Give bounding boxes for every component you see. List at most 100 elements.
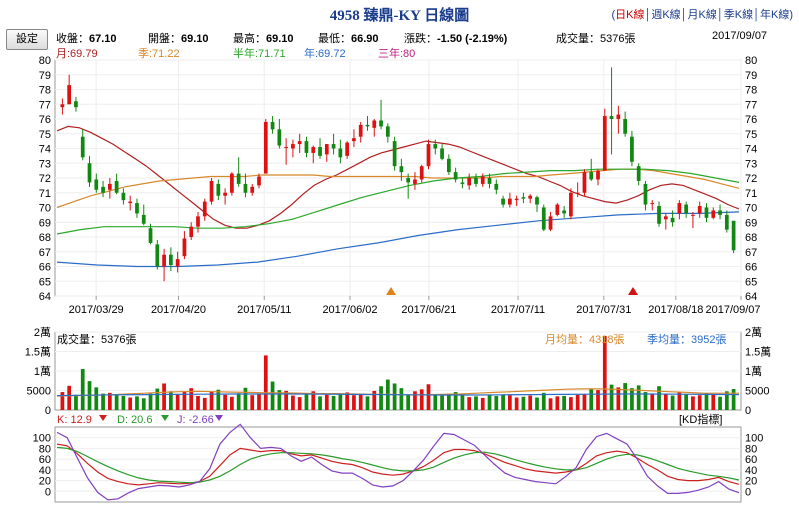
volume-bar (291, 395, 295, 410)
candle-body (345, 142, 350, 156)
volume-bar (535, 397, 539, 410)
candle-body (596, 170, 600, 180)
ma-month-line (56, 125, 740, 229)
candle-body (636, 166, 641, 181)
volume-bar (474, 396, 478, 410)
candle-body (141, 214, 146, 224)
price-tick-left: 79 (39, 70, 51, 82)
kd-tick-right: 40 (745, 465, 757, 477)
settings-button[interactable]: 設定 (6, 29, 48, 50)
candle-body (521, 197, 526, 199)
volume-bar (223, 394, 227, 410)
volume-bar (358, 394, 363, 410)
volume-bar (263, 355, 268, 410)
volume-bar (602, 335, 607, 410)
candle-body (630, 136, 634, 162)
period-year[interactable]: 年K線 (759, 9, 790, 21)
price-tick-right: 68 (745, 232, 757, 244)
candle-body (128, 201, 133, 204)
volume-bar (169, 391, 173, 410)
volume-bar (562, 395, 566, 410)
volume-bar (162, 383, 166, 410)
kd-tick-left: 100 (33, 433, 51, 445)
volume-bar (284, 390, 288, 410)
kd-tick-right: 100 (745, 433, 763, 445)
price-tick-left: 70 (39, 203, 51, 215)
candle-body (575, 192, 580, 194)
price-tick-left: 65 (39, 276, 51, 288)
price-tick-right: 69 (745, 217, 757, 229)
volume-bar (704, 393, 709, 410)
price-tick-left: 78 (39, 85, 51, 97)
candle-body (704, 207, 709, 218)
candle-body (406, 178, 411, 183)
candle-body (148, 228, 153, 243)
candle-body (107, 183, 112, 190)
volume-bar (202, 397, 207, 410)
candle-body (80, 136, 85, 158)
candle-body (297, 141, 302, 145)
candle-body (446, 158, 451, 173)
candle-body (338, 148, 343, 158)
kd-d-legend: D: 20.6 (117, 414, 152, 426)
x-tick-label: 2017/08/18 (648, 304, 703, 316)
volume-bar (80, 369, 85, 410)
volume-bar (555, 396, 560, 410)
candle-body (243, 183, 248, 193)
volume-bar (406, 394, 411, 410)
period-quarter[interactable]: 季K線 (723, 9, 754, 21)
period-week[interactable]: 週K線 (651, 9, 681, 21)
marker-orange-triangle (386, 287, 396, 295)
volume-bar (494, 395, 499, 410)
volume-bar (230, 396, 234, 410)
volume-bar (399, 388, 404, 410)
ma-3year-label: 三年:80 (378, 48, 416, 60)
volume-bar (433, 394, 438, 410)
candle-body (182, 238, 187, 257)
volume-bar (345, 392, 350, 410)
candle-body (657, 206, 661, 224)
quote-close: 收盤：67.10 (56, 33, 117, 45)
price-tick-right: 70 (745, 203, 757, 215)
period-month[interactable]: 月K線 (687, 9, 717, 21)
price-tick-left: 77 (39, 99, 51, 111)
period-day[interactable]: 日K線 (615, 9, 645, 21)
ma-month-label: 月:69.79 (56, 48, 98, 60)
candle-body (413, 179, 417, 184)
ma-year-label: 年:69.72 (304, 48, 346, 60)
volume-bar (148, 393, 153, 410)
candle-body (101, 186, 105, 193)
candle-body (602, 116, 607, 171)
volume-bar (501, 394, 505, 410)
candle-body (419, 166, 424, 180)
candle-body (480, 176, 485, 184)
price-tick-right: 71 (745, 188, 757, 200)
candle-body (365, 124, 370, 127)
volume-bar (74, 394, 78, 410)
candle-body (609, 116, 614, 119)
candle-body (453, 172, 458, 180)
candle-body (569, 192, 573, 217)
volume-bar (413, 391, 417, 410)
price-tick-left: 68 (39, 232, 51, 244)
candle-body (582, 172, 587, 193)
x-tick-label: 2017/03/29 (69, 304, 124, 316)
volume-bar (392, 383, 397, 410)
volume-bar (623, 383, 627, 410)
price-tick-right: 80 (745, 55, 757, 67)
volume-bar (446, 393, 451, 410)
volume-bar (304, 394, 309, 410)
volume-bar (318, 396, 322, 410)
volume-bar (270, 381, 275, 410)
volume-bar (121, 395, 126, 410)
volume-bar (311, 391, 316, 410)
candle-body (399, 166, 404, 173)
kd-j-legend: J: -2.66 (177, 414, 214, 426)
kd-k-line (56, 443, 740, 486)
price-tick-left: 75 (39, 129, 51, 141)
candle-body (277, 129, 282, 146)
candle-body (155, 244, 160, 267)
volume-bar (596, 390, 600, 410)
candle-body (670, 217, 675, 223)
